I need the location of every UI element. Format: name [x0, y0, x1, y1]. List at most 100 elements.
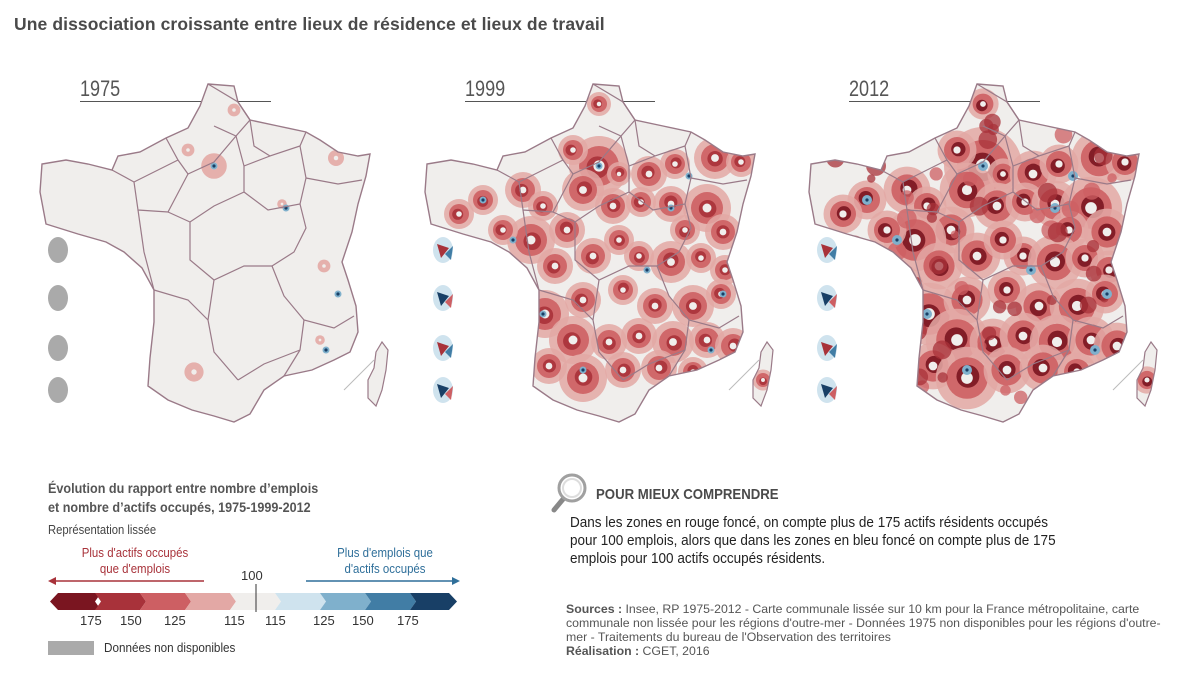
heat-zone: [1105, 266, 1113, 274]
legend-tick: 125: [164, 613, 186, 628]
heat-zone: [738, 159, 744, 165]
heat-zone: [1038, 363, 1048, 373]
heat-zone: [969, 196, 989, 216]
legend-right-label-line2: d'actifs occupés: [344, 561, 426, 576]
legend-left-label: Plus d'actifs occupés que d'emplois: [69, 545, 201, 577]
heat-zone: [839, 210, 847, 218]
region-border: [922, 289, 978, 321]
heat-zone: [953, 146, 961, 154]
heat-zone: [992, 201, 1002, 211]
overseas-inset-zone: [829, 246, 837, 260]
france-outline: [808, 83, 1140, 423]
realisation-text: CGET, 2016: [642, 644, 710, 658]
overseas-inset-zone: [437, 244, 449, 258]
heat-zone: [672, 161, 678, 167]
heat-zone: [596, 101, 602, 107]
heat-zone: [1104, 390, 1114, 399]
inset-separator: [728, 359, 760, 391]
heat-zone: [878, 271, 916, 309]
heat-zone: [336, 292, 340, 296]
heat-zone: [981, 164, 985, 168]
heat-zone: [318, 338, 322, 342]
heat-zone: [883, 226, 891, 234]
region-border: [690, 177, 748, 185]
heat-zone: [954, 280, 969, 296]
heat-zone: [937, 372, 948, 383]
year-rule: [465, 101, 655, 102]
heat-zone: [911, 368, 929, 386]
heat-zone: [722, 267, 728, 273]
france-outline: [39, 83, 371, 423]
heat-zone: [907, 321, 927, 341]
heat-zone: [645, 268, 649, 272]
region-border: [522, 209, 540, 291]
region-border: [153, 289, 209, 321]
inset-separator: [1112, 359, 1144, 391]
no-data-swatch: [48, 641, 94, 655]
scale-segment: [95, 593, 146, 610]
heat-zone: [682, 227, 688, 233]
heat-zone: [872, 144, 887, 160]
france-outline: [424, 83, 756, 423]
heat-zone: [702, 203, 712, 213]
heat-zone: [186, 148, 190, 152]
region-border: [518, 173, 574, 213]
heat-zone: [896, 208, 917, 229]
heat-zone: [1071, 300, 1083, 312]
region-border: [167, 166, 245, 223]
heat-zone: [926, 212, 938, 223]
overseas-inset-zone: [437, 384, 449, 398]
heat-zone: [1100, 368, 1115, 383]
legend-tick: 115: [224, 613, 245, 628]
overseas-inset: [48, 285, 68, 311]
heat-zone: [481, 198, 485, 202]
heat-zone: [1029, 268, 1033, 272]
heat-zone: [847, 299, 859, 311]
heat-zone: [1061, 106, 1078, 123]
legend-right-label-line1: Plus d'emplois que: [337, 545, 433, 560]
region-border: [137, 209, 155, 291]
region-border: [207, 279, 239, 381]
heat-zone: [972, 251, 982, 261]
heat-zone: [651, 302, 659, 310]
heat-zone: [729, 342, 737, 350]
legend-tick: 150: [352, 613, 374, 628]
heat-zone: [698, 255, 704, 261]
heat-zone: [1144, 377, 1150, 383]
overseas-inset-zone: [445, 386, 453, 400]
color-scale: [50, 593, 457, 610]
heat-zone: [826, 149, 845, 168]
heat-zone: [616, 237, 622, 243]
heat-zone: [551, 262, 559, 270]
heat-zone: [322, 264, 326, 268]
heat-zone: [978, 130, 998, 149]
scale-segment: [365, 593, 416, 610]
year-rule: [849, 101, 1040, 102]
heat-zone: [829, 140, 840, 152]
overseas-inset: [48, 237, 68, 263]
map-1975: [39, 83, 389, 423]
heat-zone: [1121, 158, 1129, 166]
region-border: [1040, 203, 1076, 267]
heat-zone: [1018, 331, 1028, 341]
heat-zone: [1007, 301, 1022, 317]
overseas-inset-zone: [437, 342, 449, 356]
page-title: Une dissociation croissante entre lieux …: [14, 14, 605, 34]
heat-zone: [885, 280, 907, 301]
heat-zone: [761, 378, 765, 382]
heat-zone: [609, 202, 617, 210]
no-data-label: Données non disponibles: [104, 640, 236, 655]
heat-zone: [1079, 296, 1097, 314]
heat-zone: [1081, 254, 1089, 262]
heat-zone: [605, 338, 613, 346]
overseas-inset-zone: [829, 386, 837, 400]
heat-zone: [1107, 173, 1117, 183]
region-border: [237, 349, 301, 381]
overseas-inset: [48, 335, 68, 361]
region-border: [656, 203, 692, 267]
heat-zone: [899, 190, 914, 205]
region-border: [622, 349, 686, 381]
heat-zone: [1085, 202, 1097, 214]
heat-zone: [500, 227, 506, 233]
heat-zone: [579, 186, 587, 194]
